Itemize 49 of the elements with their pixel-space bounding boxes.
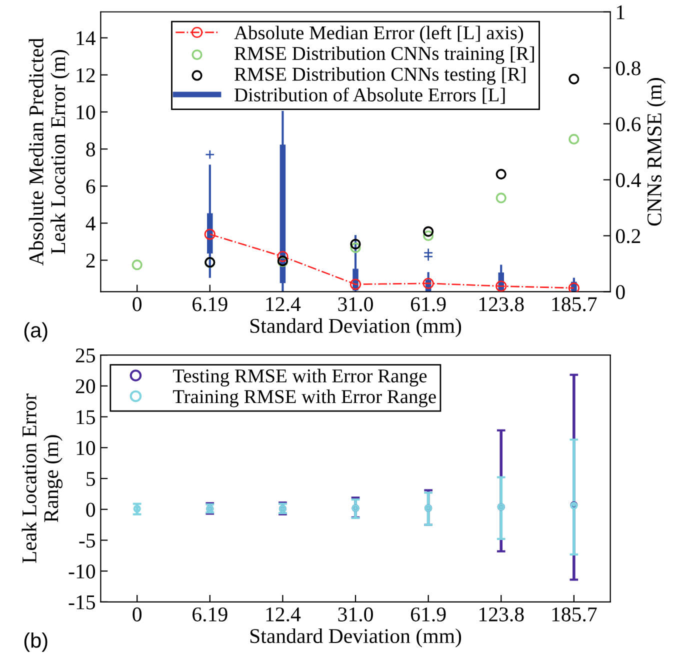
legend-label: Absolute Median Error (left [L] axis) xyxy=(234,25,524,44)
y-tick-label: -15 xyxy=(68,595,96,610)
x-tick-label: 12.4 xyxy=(266,607,301,622)
y-tick-label: -10 xyxy=(68,564,96,578)
legend-label: Distribution of Absolute Errors [L] xyxy=(234,88,505,104)
y2-tick-label: 0.4 xyxy=(616,173,641,188)
y-axis-title: Absolute Median Predicted Leak Location Error (m) xyxy=(28,38,70,266)
text: (a) xyxy=(24,322,48,342)
legend-label: RMSE Distribution CNNs testing [R] xyxy=(234,67,526,85)
legend-label: Testing RMSE with Error Range xyxy=(172,368,427,386)
y-tick-label: 10 xyxy=(76,441,96,456)
y2-tick-label: 0.2 xyxy=(616,229,640,244)
x-tick-label: 6.19 xyxy=(192,607,228,622)
x-tick-label: 61.9 xyxy=(410,607,446,622)
y-tick-label: 2 xyxy=(86,254,95,268)
legend-label: RMSE Distribution CNNs training [R] xyxy=(234,46,534,64)
y2-tick-label: 1 xyxy=(617,5,624,20)
y-tick-label: 5 xyxy=(86,472,96,486)
text: (b) xyxy=(24,632,48,652)
y-tick-label: 15 xyxy=(76,410,96,424)
y-tick-label: 0 xyxy=(86,502,96,517)
legend-label: Training RMSE with Error Range xyxy=(172,390,436,408)
y-tick-label: 14 xyxy=(76,31,96,46)
y-tick-label: 20 xyxy=(76,379,96,394)
x-axis-title: Standard Deviation (mm) xyxy=(250,628,462,648)
y2-tick-label: 0.6 xyxy=(616,117,641,132)
x-tick-label: 123.8 xyxy=(480,297,524,312)
y2-tick-label: 0 xyxy=(616,285,625,300)
x-tick-label: 123.8 xyxy=(480,607,524,622)
y-tick-label: 10 xyxy=(76,105,96,120)
x-tick-label: 0 xyxy=(132,607,142,622)
x-tick-label: 185.7 xyxy=(552,297,597,312)
y2-tick-label: 0.8 xyxy=(616,61,640,76)
x-tick-label: 61.9 xyxy=(410,297,446,312)
y-tick-label: 4 xyxy=(86,216,96,230)
x-tick-label: 31.0 xyxy=(338,297,373,312)
x-tick-label: 12.4 xyxy=(266,297,301,312)
y-tick-label: 6 xyxy=(86,180,96,194)
x-tick-label: 185.7 xyxy=(552,607,597,622)
y-tick-label: -5 xyxy=(79,534,96,548)
x-axis-title: Standard Deviation (mm) xyxy=(250,318,462,338)
y-tick-label: 12 xyxy=(76,68,95,82)
y-tick-label: 8 xyxy=(86,142,96,156)
x-tick-label: 31.0 xyxy=(338,607,373,622)
y-tick-label: 25 xyxy=(76,348,96,363)
y-axis-title: Leak Location Error Range (m) xyxy=(22,394,63,563)
x-tick-label: 6.19 xyxy=(192,297,228,312)
y2-axis-title: CNNs RMSE (m) xyxy=(646,78,666,226)
x-tick-label: 0 xyxy=(132,297,142,312)
